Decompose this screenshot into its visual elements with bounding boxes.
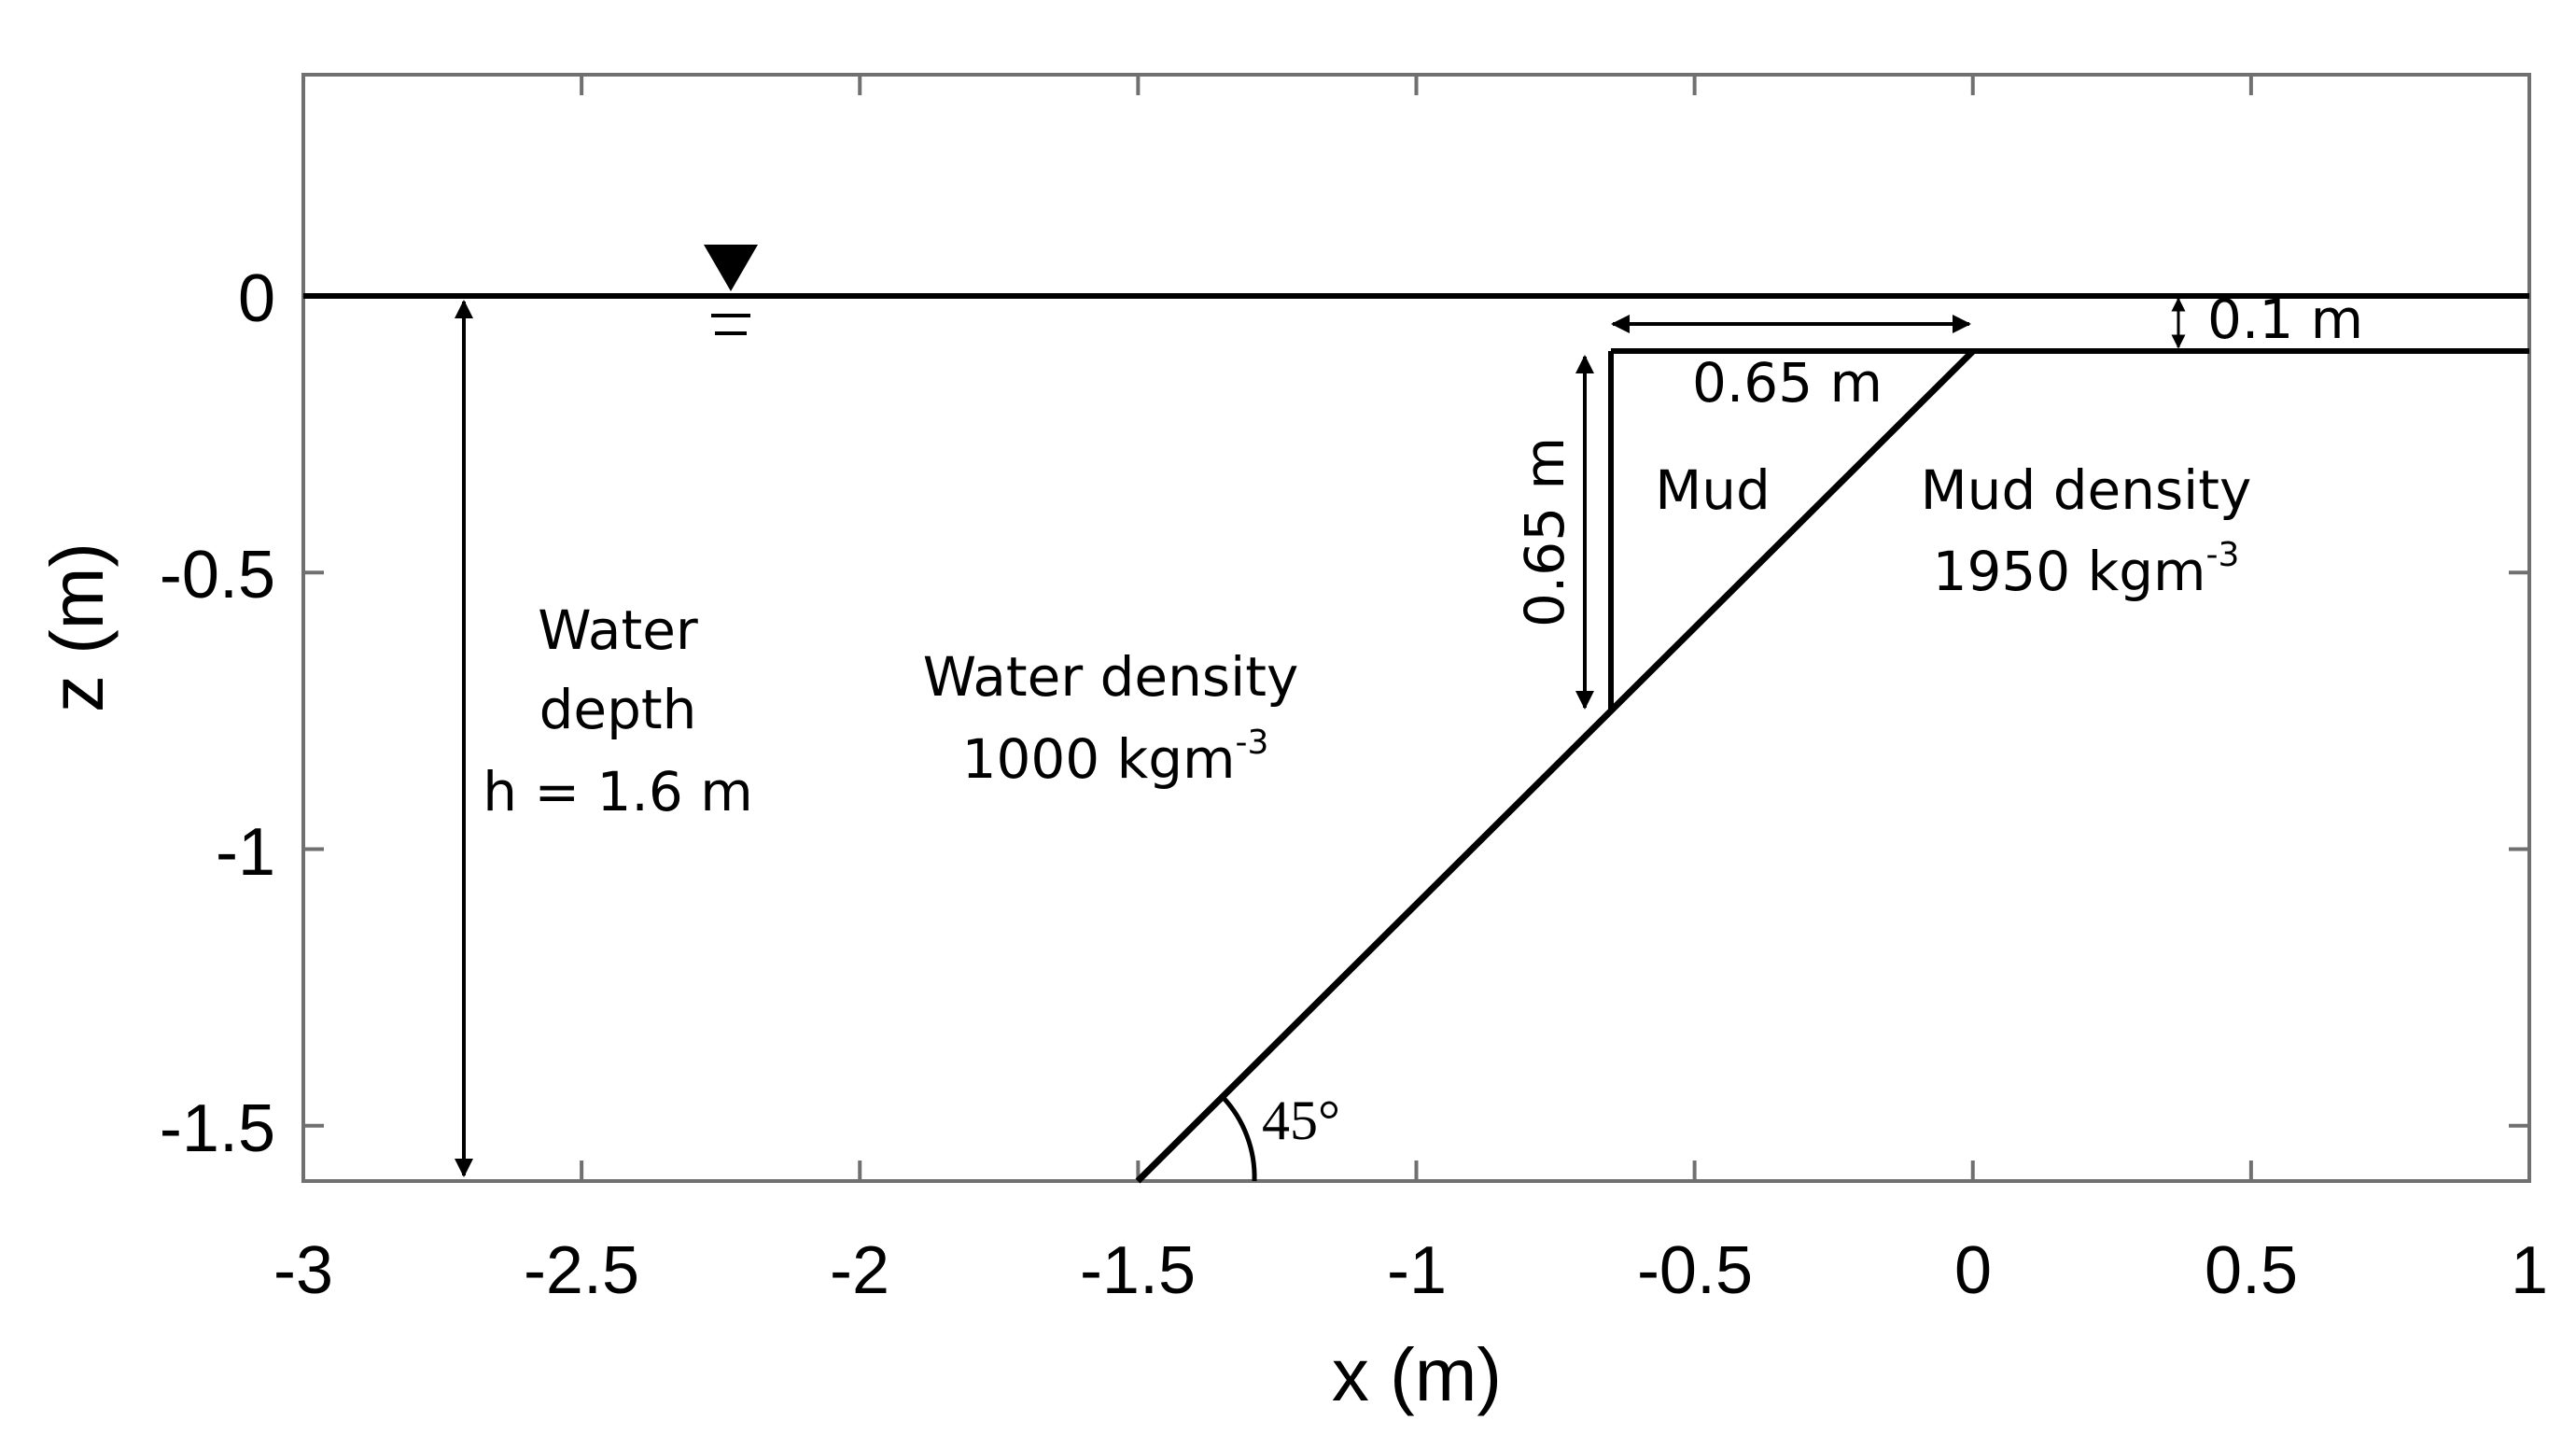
mud-width-label: 0.65 m: [1692, 351, 1883, 415]
x-tick-label: -2.5: [524, 1233, 639, 1308]
y-tick-label: -0.5: [160, 538, 275, 612]
y-tick-label: 0: [238, 261, 275, 336]
water-depth-label-line1: Water: [538, 598, 698, 662]
x-axis-title: x (m): [1332, 1333, 1502, 1416]
angle-label: 45°: [1262, 1090, 1340, 1151]
slope-line: [1135, 348, 1976, 1184]
x-tick-label: -1: [1387, 1233, 1447, 1308]
mud-density-number: 1950 kgm: [1933, 540, 2206, 603]
y-tick-label: -1.5: [160, 1091, 275, 1166]
x-tick-label: -3: [273, 1233, 333, 1308]
mud-height-label: 0.65 m: [1513, 437, 1576, 627]
axis-ticks: [301, 75, 2531, 1181]
x-tick-label: 0.5: [2205, 1233, 2298, 1308]
x-tick-label: 0: [1954, 1233, 1992, 1308]
angle-arc: [1221, 1095, 1257, 1182]
water-level-symbol-icon: [704, 245, 758, 335]
x-tick-label: -1.5: [1080, 1233, 1196, 1308]
mud-label: Mud: [1655, 458, 1771, 522]
x-tick-label: -2: [830, 1233, 889, 1308]
x-tick-label: 1: [2511, 1233, 2548, 1308]
y-tick-label: -1: [216, 815, 275, 890]
mud-density-exponent: -3: [2206, 536, 2240, 574]
water-depth-label-line3: h = 1.6 m: [483, 760, 752, 823]
water-density-label-line1: Water density: [923, 645, 1299, 709]
mud-top-depth-label: 0.1 m: [2207, 288, 2363, 351]
y-tick-labels: 0 -0.5 -1 -1.5: [160, 261, 275, 1166]
water-depth-label-line2: depth: [539, 678, 697, 741]
water-density-value: 1000 kgm-3: [962, 724, 1269, 791]
water-density-exponent: -3: [1236, 724, 1269, 762]
x-tick-label: -0.5: [1637, 1233, 1753, 1308]
x-tick-labels: -3 -2.5 -2 -1.5 -1 -0.5 0 0.5 1: [273, 1233, 2548, 1308]
mud-density-label-line1: Mud density: [1921, 458, 2252, 522]
water-density-number: 1000 kgm: [962, 727, 1236, 791]
y-axis-title: z (m): [35, 542, 119, 712]
mud-density-value: 1950 kgm-3: [1933, 536, 2240, 603]
